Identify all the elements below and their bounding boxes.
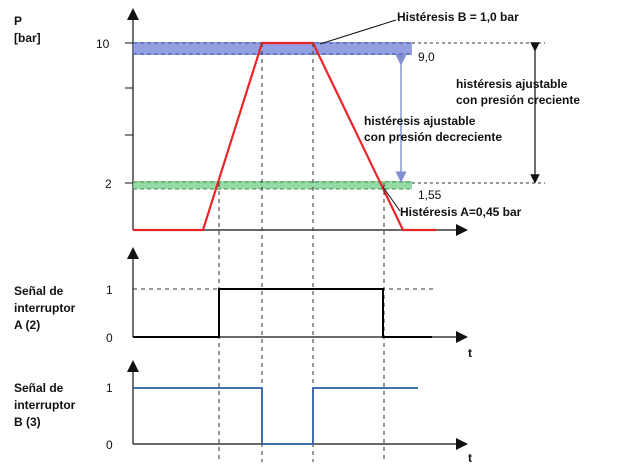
signal-a-plot: Señal de interruptor A (2) 1 0 t	[14, 247, 472, 360]
signal-a-label-1: Señal de	[14, 284, 64, 298]
signal-a-trace	[133, 288, 432, 338]
pressure-curve	[133, 41, 436, 232]
signal-a-t-label: t	[468, 346, 472, 360]
hysteresis-a-leader	[382, 186, 401, 212]
rising-adjust-label-1: histéresis ajustable	[456, 77, 568, 91]
hysteresis-b-label: Histéresis B = 1,0 bar	[397, 10, 519, 24]
signal-a-tick-0: 0	[106, 331, 113, 345]
signal-b-label-3: B (3)	[14, 415, 41, 429]
value-label-upper: 9,0	[418, 50, 435, 64]
signal-b-tick-1: 1	[106, 381, 113, 395]
signal-b-label-1: Señal de	[14, 381, 64, 395]
tick-label-2: 2	[105, 177, 112, 191]
falling-adjust-label-2: con presión decreciente	[364, 130, 502, 144]
tick-label-10: 10	[96, 37, 110, 51]
event-guides	[218, 43, 385, 462]
hysteresis-band-b	[133, 42, 412, 55]
rising-adjust-label-2: con presión creciente	[456, 93, 580, 107]
signal-b-tick-0: 0	[106, 438, 113, 452]
signal-a-label-2: interruptor	[14, 301, 76, 315]
hysteresis-band-a	[133, 181, 412, 189]
pressure-axis-label-p: P	[14, 14, 22, 28]
pressure-plot: P [bar] 10 2 9,0 1,55 Histéresis B = 1,0…	[14, 8, 580, 236]
pressure-axis-label-unit: [bar]	[14, 31, 41, 45]
value-label-lower: 1,55	[418, 188, 442, 202]
signal-a-tick-1: 1	[106, 283, 113, 297]
falling-adjust-label-1: histéresis ajustable	[364, 114, 476, 128]
signal-b-trace	[133, 387, 418, 445]
signal-a-label-3: A (2)	[14, 318, 40, 332]
hysteresis-b-leader	[319, 19, 397, 45]
signal-b-t-label: t	[468, 451, 472, 465]
hysteresis-a-label: Histéresis A=0,45 bar	[400, 205, 522, 219]
signal-b-label-2: interruptor	[14, 398, 76, 412]
signal-b-plot: Señal de interruptor B (3) 1 0 t	[14, 360, 472, 465]
